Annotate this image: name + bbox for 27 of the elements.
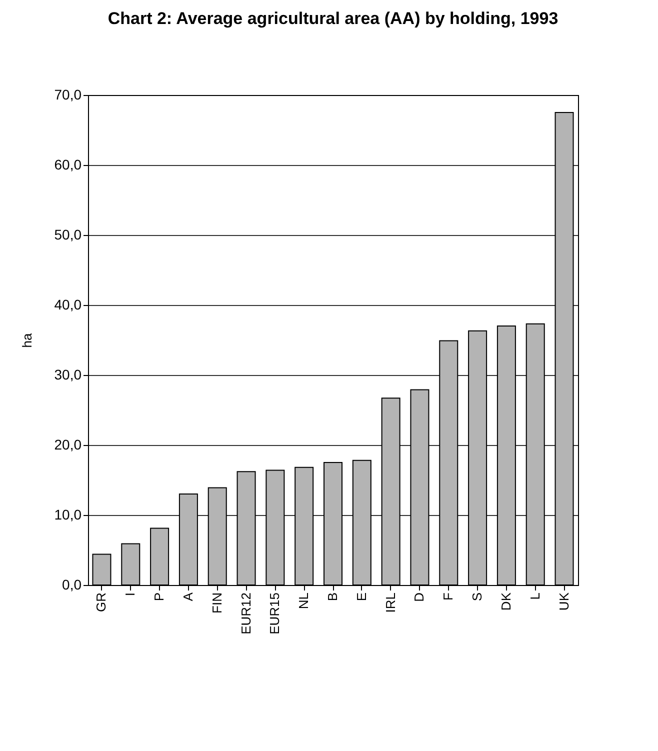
y-tick-label: 60,0 [54, 156, 82, 172]
y-tick-label: 30,0 [54, 366, 82, 382]
x-tick-label: DK [498, 592, 514, 611]
x-tick-label: E [354, 592, 369, 602]
x-tick-label: IRL [382, 592, 398, 613]
x-tick-label: S [470, 592, 485, 602]
x-tick-label: EUR15 [267, 592, 282, 634]
x-tick-label: I [122, 592, 138, 596]
y-tick-label: 20,0 [54, 436, 82, 452]
chart-title: Chart 2: Average agricultural area (AA) by holding, 1993 [108, 9, 558, 28]
x-tick-label: A [180, 592, 196, 602]
x-tick-label: F [440, 592, 456, 600]
x-tick-label: UK [556, 592, 572, 611]
y-axis-title: ha [19, 332, 34, 348]
y-tick-label: 50,0 [54, 226, 82, 242]
y-tick-label: 10,0 [54, 506, 82, 522]
x-tick-label: NL [296, 592, 312, 610]
x-tick-label: EUR12 [238, 592, 254, 634]
x-tick-label: GR [94, 592, 109, 612]
x-tick-label: L [527, 592, 542, 600]
y-tick-label: 0,0 [62, 576, 82, 592]
x-tick-label: D [412, 592, 427, 602]
x-tick-label: B [325, 592, 340, 602]
x-tick-label: FIN [209, 592, 224, 614]
x-tick-label: P [152, 592, 167, 602]
y-tick-label: 70,0 [54, 86, 82, 102]
y-tick-label: 40,0 [54, 296, 82, 312]
